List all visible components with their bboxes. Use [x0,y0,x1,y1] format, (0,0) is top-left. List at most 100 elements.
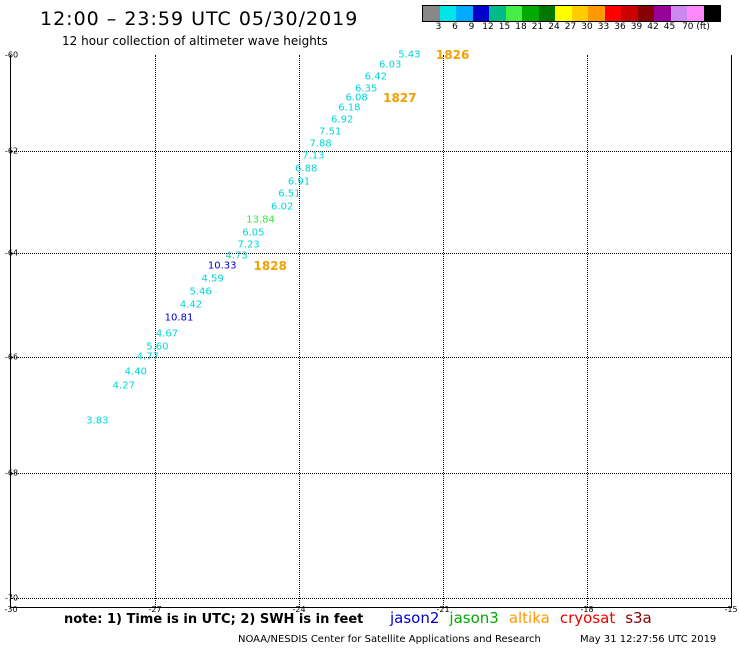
longitude-label: -21 [436,605,450,614]
legend-label: 24 [548,22,560,32]
legend-label: 39 [630,22,643,32]
latitude-label: -68 [5,468,19,478]
legend-swatch [687,6,704,21]
legend-swatch [588,6,605,21]
longitude-label: -27 [148,605,162,614]
legend-label: 36 [614,22,626,32]
latitude-label: -70 [5,593,19,603]
pass-time-label: 1826 [435,48,470,62]
wave-height-value: 3.83 [86,415,109,427]
latitude-gridline [11,253,731,254]
wave-height-value: 6.51 [278,188,301,200]
legend-label: 21 [531,22,544,32]
longitude-gridline [587,55,588,607]
legend-label: 9 [468,22,475,32]
latitude-label: -62 [5,146,19,156]
legend-swatch [538,6,555,21]
legend-swatch [522,6,539,21]
satellite-name: s3a [625,609,652,627]
wave-height-value: 10.81 [164,312,194,324]
latitude-gridline [11,598,731,599]
wave-height-value: 6.05 [242,227,265,239]
satellite-name: cryosat [559,609,616,627]
wave-height-value: 10.33 [207,260,237,272]
wave-height-value: 6.91 [287,176,311,188]
legend-swatch [456,6,473,21]
wave-height-value: 6.42 [364,71,387,83]
latitude-label: -60 [5,50,19,60]
satellite-name: jason3 [449,609,499,627]
legend-label: 6 [452,22,458,32]
satellite-name: altika [508,609,550,627]
footer-credit: NOAA/NESDIS Center for Satellite Applica… [238,634,541,645]
legend-swatch [670,6,687,21]
longitude-gridline [443,55,444,607]
legend-swatch [423,6,440,21]
legend-swatch [555,6,572,21]
wave-height-value: 13.84 [246,214,275,226]
wave-height-value: 4.67 [155,328,179,340]
wave-height-value: 5.43 [398,49,421,61]
wave-height-value: 4.27 [112,380,135,392]
longitude-label: -18 [580,605,594,614]
legend-swatch [439,6,456,21]
wave-height-value: 7.88 [309,138,332,150]
legend-swatch [604,6,621,21]
latitude-label: -64 [5,248,19,258]
map-subtitle: 12 hour collection of altimeter wave hei… [62,34,328,48]
wave-height-legend-labels: 3 6 9 12 15 18 21 24 27 30 33 36 39 42 45 70 (ft) [422,22,740,34]
legend-label: 70 (ft) [682,22,710,32]
legend-swatch [571,6,588,21]
footer-timestamp: May 31 12:27:56 UTC 2019 [580,634,717,645]
wave-height-value: 7.23 [237,239,260,251]
wave-height-value: 6.18 [338,102,361,114]
wave-height-value: 6.92 [331,114,354,126]
latitude-label: -66 [5,352,19,362]
longitude-gridline [155,55,156,607]
wave-height-value: 7.13 [302,150,325,162]
latitude-gridline [11,357,731,358]
legend-swatch [703,6,720,21]
map-title: 12:00 – 23:59 UTC 05/30/2019 [40,8,359,30]
wave-height-value: 4.40 [124,366,147,377]
wave-height-value: 4.77 [136,351,159,363]
wave-height-value: 7.51 [319,126,342,138]
latitude-gridline [11,473,731,474]
wave-height-value: 6.08 [345,92,368,104]
pass-time-label: 1828 [253,259,287,273]
pass-time-label: 1827 [383,91,417,106]
units-note: note: 1) Time is in UTC; 2) SWH is in fe… [64,612,364,627]
wave-height-value: 5.60 [146,341,169,353]
longitude-gridline [299,55,300,607]
legend-label: 27 [564,22,577,32]
legend-label: 15 [498,22,511,32]
wave-height-value: 5.46 [189,286,212,298]
legend-label: 42 [647,22,659,32]
wave-height-value: 6.35 [355,83,378,95]
legend-swatch [654,6,671,21]
legend-label: 18 [515,22,527,32]
legend-label: 3 [435,22,442,32]
legend-swatch [489,6,506,21]
legend-label: 30 [581,22,593,32]
satellite-legend: jason2 jason3 altika cryosat s3a [390,609,662,627]
legend-label: 12 [482,22,494,32]
wave-height-value: 6.88 [295,163,318,175]
wave-height-value: 4.42 [179,299,203,311]
legend-swatch [621,6,638,21]
wave-height-value: 6.03 [379,59,402,71]
legend-swatch [637,6,654,21]
wave-height-value: 4.73 [225,250,248,262]
wave-height-value: 4.59 [201,273,224,285]
latitude-gridline [11,151,731,152]
wave-height-color-legend [422,5,721,22]
altimeter-map: -60 -62 -64 -66 -68 -70 -30 -27 -24 -21 -18 -15 5.43… [4,48,737,614]
wave-height-value: 6.02 [271,201,294,213]
satellite-name: jason2 [390,609,440,627]
legend-swatch [505,6,522,21]
longitude-label: -24 [292,605,306,614]
legend-swatch [472,6,489,21]
longitude-label: -15 [724,605,738,614]
legend-label: 45 [663,22,676,32]
longitude-label: -30 [4,605,18,614]
